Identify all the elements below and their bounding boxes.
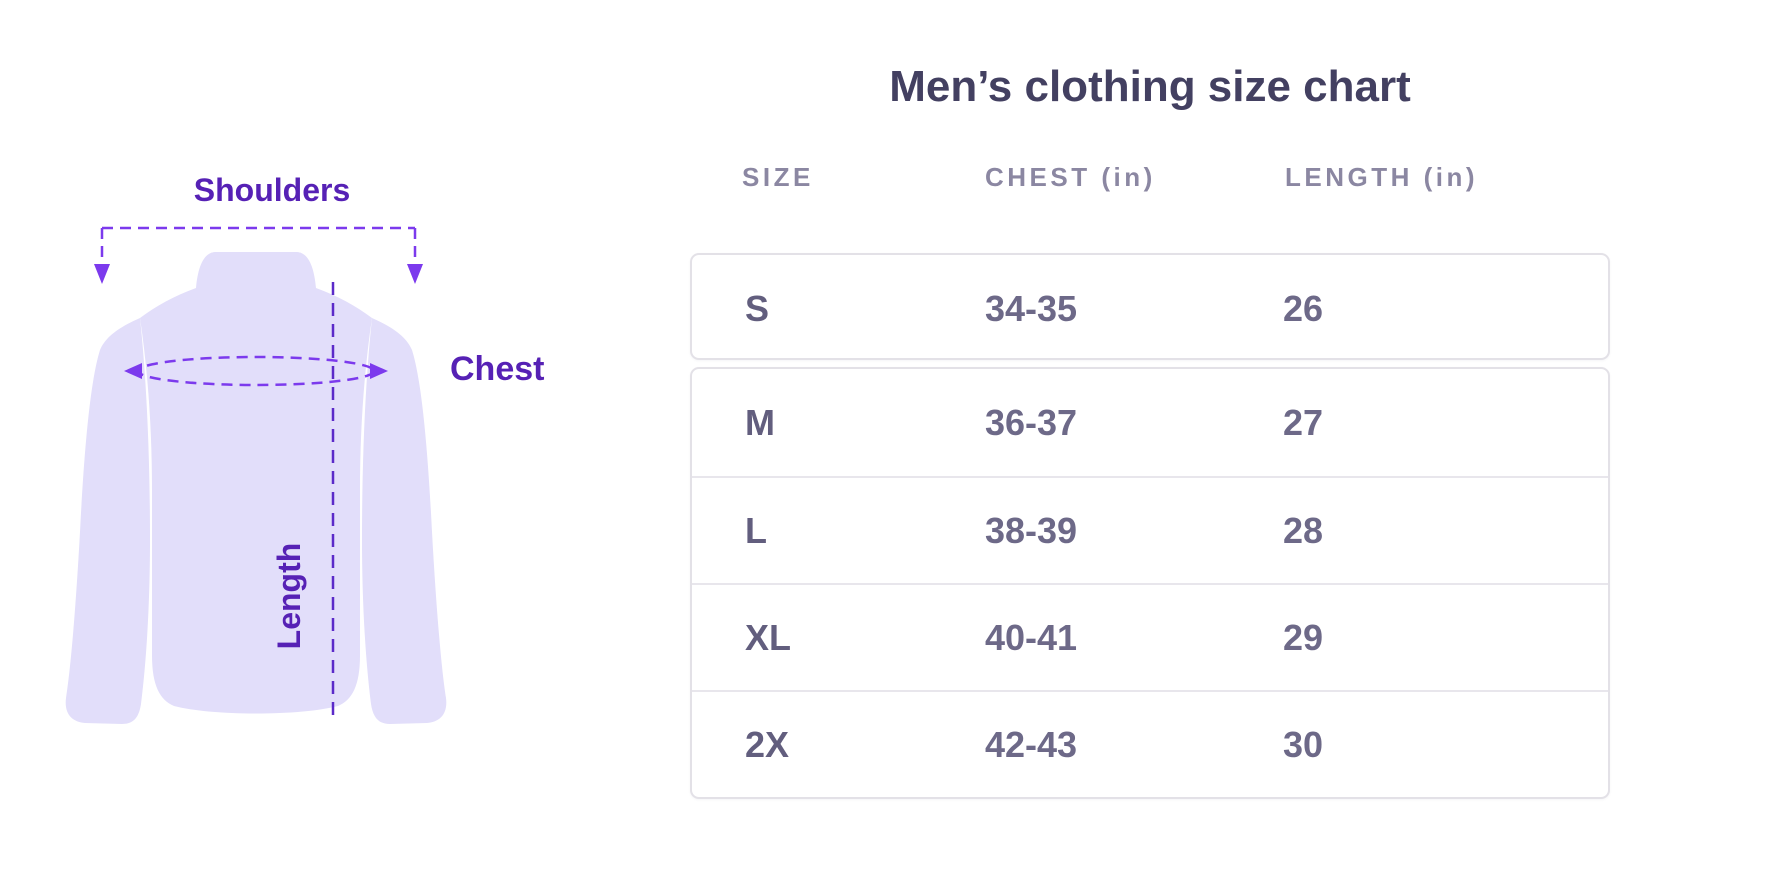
column-header-size: SIZE [742,162,814,192]
table-header-row: SIZE CHEST (in) LENGTH (in) [690,162,1610,198]
chest-value: 42-43 [985,723,1078,765]
chart-title: Men’s clothing size chart [889,62,1411,111]
column-header-chest: CHEST (in) [985,162,1156,192]
size-value: M [745,401,775,443]
size-value: L [745,509,767,551]
shoulders-arrowhead-left [94,264,110,284]
size-chart-panel: Men’s clothing size chart SIZE CHEST (in… [690,0,1610,891]
table-row: S 34-35 26 [692,255,1608,362]
shirt-illustration [65,226,447,724]
size-row-group-first: S 34-35 26 [690,253,1610,360]
chest-label: Chest [450,350,545,388]
shirt-measurement-diagram: Shoulders Chest Length [0,0,620,830]
length-value: 29 [1283,616,1324,658]
length-value: 26 [1283,287,1324,329]
shirt-right-sleeve-shape [362,318,447,724]
chest-value: 40-41 [985,616,1078,658]
shoulders-measure-arrow [100,226,417,266]
table-row: XL 40-41 29 [692,583,1608,690]
shirt-body-shape [140,252,372,714]
column-header-length: LENGTH (in) [1285,162,1479,192]
chest-arrowhead-right [370,363,388,379]
size-value: 2X [745,723,790,765]
table-row: M 36-37 27 [692,369,1608,476]
table-row: L 38-39 28 [692,476,1608,583]
length-value: 30 [1283,723,1324,765]
size-row-group: M 36-37 27 L 38-39 28 XL 40-41 29 2X 42-… [690,367,1610,799]
chest-value: 34-35 [985,287,1078,329]
size-value: S [745,287,770,329]
chest-arrowhead-left [124,363,142,379]
length-label: Length [271,542,307,650]
length-value: 28 [1283,509,1324,551]
chest-value: 36-37 [985,401,1078,443]
size-value: XL [745,616,792,658]
chest-value: 38-39 [985,509,1078,551]
table-row: 2X 42-43 30 [692,690,1608,797]
length-value: 27 [1283,401,1324,443]
shoulders-arrowhead-right [407,264,423,284]
shoulders-label: Shoulders [193,172,351,208]
shirt-left-sleeve-shape [65,318,150,724]
